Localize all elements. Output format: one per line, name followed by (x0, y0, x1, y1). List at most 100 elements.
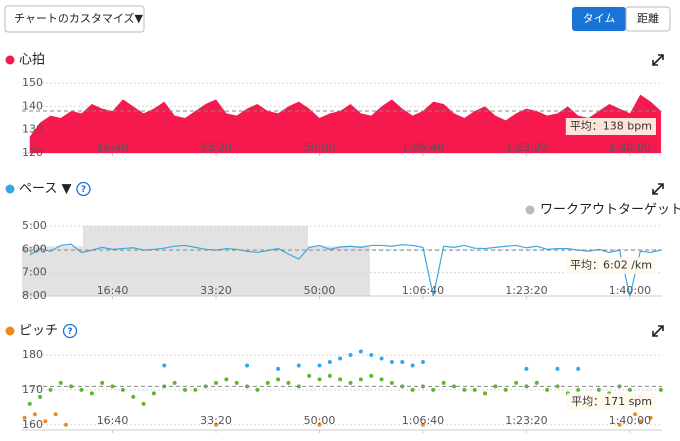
cadence-point (120, 387, 125, 392)
cadence-point (400, 359, 405, 364)
cadence-point (48, 387, 53, 392)
cadence-point (441, 380, 446, 385)
y-tick-label: 8:00 (22, 289, 47, 302)
x-tick-label: 1:40:00 (609, 284, 651, 297)
cadence-point (358, 377, 363, 382)
cadence-point (327, 359, 332, 364)
x-tick-label: 1:23:20 (505, 414, 547, 427)
help-icon-label[interactable]: ? (67, 327, 72, 337)
average-label: 平均：171 spm (571, 395, 652, 408)
x-tick-label: 16:40 (97, 141, 129, 154)
x-tick-label: 33:20 (200, 141, 232, 154)
x-tick-label: 1:23:20 (505, 141, 547, 154)
cadence-point (648, 415, 653, 420)
cadence-point (317, 377, 322, 382)
y-tick-label: 140 (22, 99, 43, 112)
cadence-point (307, 373, 312, 378)
cadence-point (89, 391, 94, 396)
cadence-point (58, 380, 63, 385)
y-tick-label: 170 (22, 383, 43, 396)
cadence-point (545, 387, 550, 392)
chart-title: ピッチ (19, 324, 58, 339)
cadence-point (286, 380, 291, 385)
cadence-point (379, 356, 384, 361)
average-box (566, 257, 656, 275)
cadence-point (617, 422, 622, 427)
cadence-point (214, 380, 219, 385)
cadence-point (524, 366, 529, 371)
tab-time[interactable] (572, 7, 626, 31)
cadence-point (141, 401, 146, 406)
tab-time-label[interactable]: タイム (583, 12, 616, 25)
cadence-point (462, 387, 467, 392)
cadence-point (255, 387, 260, 392)
help-icon[interactable] (62, 323, 78, 339)
cadence-point (110, 384, 115, 389)
cadence-point (658, 387, 663, 392)
expand-icon[interactable] (652, 54, 664, 66)
cadence-point (420, 422, 425, 427)
expand-icon[interactable] (652, 325, 664, 337)
tab-distance-label[interactable]: 距離 (637, 11, 659, 25)
cadence-point (493, 384, 498, 389)
y-tick-label: 150 (22, 76, 43, 89)
cadence-point (131, 394, 136, 399)
cadence-point (633, 412, 638, 417)
title-dot (5, 55, 15, 65)
cadence-point (534, 380, 539, 385)
cadence-point (224, 377, 229, 382)
x-tick-label: 1:06:40 (402, 284, 444, 297)
cadence-point (452, 384, 457, 389)
target-zone (82, 226, 308, 296)
x-tick-label: 50:00 (304, 284, 336, 297)
cadence-point (389, 359, 394, 364)
x-tick-label: 1:06:40 (402, 414, 444, 427)
x-tick-label: 33:20 (200, 284, 232, 297)
cadence-point (317, 363, 322, 368)
cadence-point (358, 349, 363, 354)
cadence-point (514, 380, 519, 385)
customize-button[interactable] (4, 5, 145, 33)
cadence-point (576, 366, 581, 371)
x-tick-label: 50:00 (304, 414, 336, 427)
tab-distance[interactable] (625, 6, 671, 32)
pace-line (29, 243, 662, 297)
cadence-point (555, 366, 560, 371)
cadence-point (22, 415, 27, 420)
cadence-point (638, 419, 643, 424)
y-tick-label: 130 (22, 123, 43, 136)
cadence-point (151, 391, 156, 396)
x-tick-label: 16:40 (97, 414, 129, 427)
expand-icon[interactable] (652, 183, 664, 195)
cadence-point (369, 352, 374, 357)
x-tick-label: 1:40:00 (609, 414, 651, 427)
cadence-point (182, 387, 187, 392)
legend-label: ワークアウトターゲット (540, 203, 680, 218)
x-tick-label: 33:20 (200, 414, 232, 427)
x-tick-label: 16:40 (97, 284, 129, 297)
cadence-point (596, 387, 601, 392)
help-icon-label[interactable]: ? (81, 185, 86, 195)
customize-label[interactable]: チャートのカスタマイズ▼ (14, 11, 144, 25)
cadence-point (63, 422, 68, 427)
x-tick-label: 1:23:20 (505, 284, 547, 297)
help-icon[interactable] (76, 181, 91, 197)
y-tick-label: 6:00 (22, 242, 47, 255)
chart-title: ペース ▼ (19, 182, 71, 197)
target-zone (22, 246, 83, 296)
cadence-point (472, 387, 477, 392)
title-dot (5, 184, 15, 194)
cadence-point (234, 380, 239, 385)
cadence-point (38, 394, 43, 399)
y-tick-label: 160 (22, 418, 43, 431)
cadence-point (32, 412, 37, 417)
cadence-point (410, 387, 415, 392)
y-tick-label: 7:00 (22, 266, 47, 279)
cadence-point (627, 387, 632, 392)
average-label: 平均：138 bpm (570, 120, 652, 133)
cadence-point (348, 352, 353, 357)
cadence-point (576, 387, 581, 392)
y-tick-label: 180 (22, 348, 43, 361)
cadence-point (193, 387, 198, 392)
